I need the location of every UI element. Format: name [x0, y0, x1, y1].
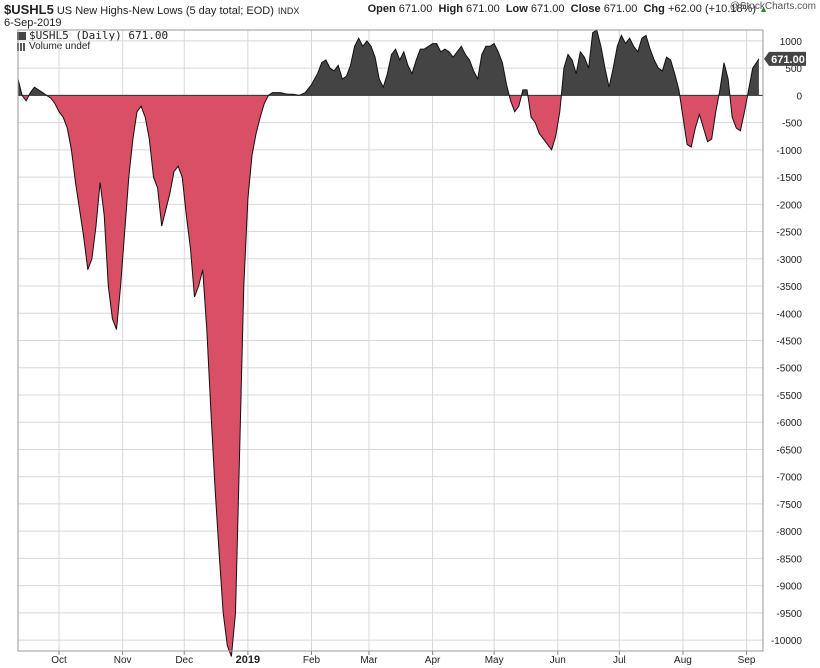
- negative-area: [679, 95, 719, 148]
- y-tick-label: -7500: [776, 500, 802, 511]
- low-value: 671.00: [530, 3, 565, 15]
- chart-frame: [17, 29, 764, 652]
- last-value-box: [764, 51, 806, 66]
- y-tick-label: 1000: [780, 37, 803, 48]
- y-tick-label: -5000: [776, 364, 802, 375]
- y-tick-label: -6000: [776, 418, 802, 429]
- open-value: 671.00: [398, 3, 433, 15]
- y-tick-label: -3000: [776, 255, 802, 266]
- positive-area: [521, 89, 528, 96]
- chart-date: 6-Sep-2019: [4, 17, 62, 29]
- volume-bars-icon: [17, 42, 26, 51]
- symbol-line: $USHL5 US New Highs-New Lows (5 day total…: [4, 2, 299, 17]
- last-value-marker: 671.00: [764, 51, 806, 66]
- legend-series: $USHL5 (Daily) 671.00: [17, 30, 168, 41]
- y-tick-label: -3500: [776, 282, 802, 293]
- x-tick-label: 2019: [236, 654, 260, 666]
- x-tick-label: Dec: [175, 655, 193, 666]
- last-value-label: 671.00: [771, 54, 805, 66]
- negative-area: [46, 95, 269, 657]
- plot-border: [17, 29, 764, 652]
- negative-area: [527, 95, 562, 150]
- x-tick-label: May: [485, 655, 504, 666]
- open-label: Open: [367, 3, 396, 15]
- chart-grid: [18, 30, 763, 651]
- legend-volume: Volume undef: [17, 41, 168, 52]
- x-tick-label: Mar: [360, 655, 378, 666]
- y-tick-label: -8000: [776, 527, 802, 538]
- high-value: 671.00: [466, 3, 500, 15]
- y-tick-label: 500: [785, 64, 802, 75]
- x-tick-label: Jul: [613, 655, 626, 666]
- x-tick-label: Sep: [738, 655, 756, 666]
- high-label: High: [438, 3, 463, 15]
- y-tick-label: -1500: [776, 173, 802, 184]
- series-line: [17, 29, 760, 657]
- chart-header: $USHL5 US New Highs-New Lows (5 day total…: [0, 0, 820, 32]
- x-tick-label: Apr: [425, 655, 441, 666]
- low-label: Low: [505, 3, 528, 15]
- y-tick-label: -7000: [776, 473, 802, 484]
- y-tick-label: -9500: [776, 609, 802, 620]
- x-tick-label: Aug: [674, 655, 692, 666]
- positive-area: [718, 62, 730, 96]
- close-label: Close: [570, 3, 601, 15]
- exchange: INDX: [277, 6, 300, 16]
- x-axis: Oct Nov Dec 2019 Feb Mar Apr May Jun Jul Aug Sep: [51, 651, 756, 666]
- quote-summary: Open 671.00 High 671.00 Low 671.00 Close…: [368, 3, 768, 15]
- y-tick-label: -8500: [776, 554, 802, 565]
- x-tick-label: Jun: [550, 655, 566, 666]
- y-tick-label: -6500: [776, 445, 802, 456]
- chart-legend: $USHL5 (Daily) 671.00 Volume undef: [17, 30, 168, 52]
- symbol-description: US New Highs-New Lows (5 day total; EOD): [56, 5, 274, 17]
- y-tick-label: -2000: [776, 200, 802, 211]
- y-tick-label: -500: [782, 119, 802, 130]
- legend-series-label: $USHL5 (Daily) 671.00: [29, 29, 169, 42]
- negative-area: [729, 95, 748, 131]
- y-tick-label: -10000: [771, 636, 803, 647]
- negative-area: [22, 95, 29, 101]
- positive-area: [561, 30, 680, 96]
- y-tick-label: -5500: [776, 391, 802, 402]
- negative-area: [509, 95, 522, 112]
- x-tick-label: Oct: [51, 655, 67, 666]
- y-tick-label: -4500: [776, 337, 802, 348]
- x-tick-label: Feb: [303, 655, 321, 666]
- brand-watermark: @StockCharts.com: [729, 1, 816, 12]
- symbol: $USHL5: [4, 2, 54, 17]
- x-tick-label: Nov: [114, 655, 132, 666]
- chg-label: Chg: [643, 3, 665, 15]
- y-tick-label: -2500: [776, 228, 802, 239]
- legend-volume-label: Volume undef: [29, 41, 91, 52]
- chart-areas: [17, 29, 763, 657]
- up-arrow-icon: ▲: [759, 4, 768, 14]
- close-value: 671.00: [603, 3, 638, 15]
- y-tick-label: -9000: [776, 582, 802, 593]
- y-tick-label: -4000: [776, 309, 802, 320]
- series-swatch-icon: [17, 31, 26, 40]
- y-tick-label: -1000: [776, 146, 802, 157]
- y-axis: 1000 500 0 -500 -1000 -1500 -2000 -2500 -3000 -35…: [771, 37, 803, 647]
- positive-area: [747, 58, 759, 96]
- y-tick-label: 0: [796, 91, 802, 102]
- chg-value: +62.00 (+10.18%): [667, 3, 757, 15]
